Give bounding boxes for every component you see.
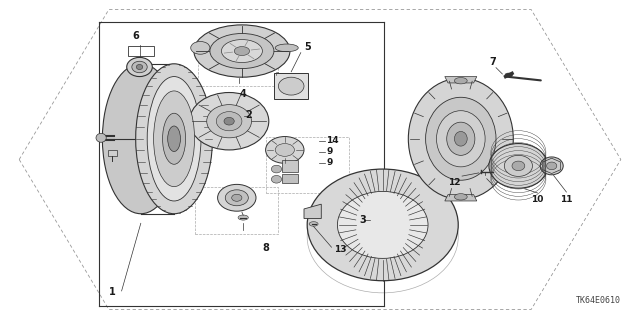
Text: TK64E0610: TK64E0610 xyxy=(576,296,621,305)
Ellipse shape xyxy=(271,175,282,183)
Ellipse shape xyxy=(189,93,269,150)
Ellipse shape xyxy=(225,190,248,206)
Bar xyxy=(195,187,278,234)
Ellipse shape xyxy=(191,41,210,54)
Ellipse shape xyxy=(147,77,201,201)
Text: 8: 8 xyxy=(262,243,269,253)
Polygon shape xyxy=(445,77,477,83)
Ellipse shape xyxy=(504,155,532,176)
Bar xyxy=(198,41,278,86)
Ellipse shape xyxy=(512,161,525,171)
Text: 13: 13 xyxy=(334,245,347,254)
Ellipse shape xyxy=(278,77,304,95)
Bar xyxy=(266,137,349,193)
Text: 6: 6 xyxy=(132,32,139,41)
Ellipse shape xyxy=(207,105,252,138)
Ellipse shape xyxy=(436,111,485,167)
Bar xyxy=(282,160,298,172)
Text: 9: 9 xyxy=(326,158,333,167)
Ellipse shape xyxy=(275,144,294,156)
Ellipse shape xyxy=(210,33,274,69)
Text: 10: 10 xyxy=(531,195,544,204)
Ellipse shape xyxy=(238,215,248,220)
Bar xyxy=(128,46,154,56)
Ellipse shape xyxy=(127,57,152,77)
Text: 5: 5 xyxy=(304,42,310,52)
Ellipse shape xyxy=(136,64,143,70)
Text: 3: 3 xyxy=(359,215,366,225)
Text: 7: 7 xyxy=(490,57,496,67)
Ellipse shape xyxy=(224,117,234,125)
Ellipse shape xyxy=(454,131,467,146)
Ellipse shape xyxy=(307,169,458,281)
Ellipse shape xyxy=(168,126,180,152)
Bar xyxy=(282,174,298,183)
Ellipse shape xyxy=(216,112,242,131)
Text: 2: 2 xyxy=(245,110,252,121)
Ellipse shape xyxy=(136,64,212,214)
Ellipse shape xyxy=(132,61,147,73)
Ellipse shape xyxy=(454,194,467,200)
Ellipse shape xyxy=(266,137,304,163)
Ellipse shape xyxy=(540,157,563,175)
Ellipse shape xyxy=(218,184,256,211)
Ellipse shape xyxy=(275,44,298,52)
Polygon shape xyxy=(445,195,477,201)
Polygon shape xyxy=(274,73,308,99)
Ellipse shape xyxy=(408,78,513,199)
Ellipse shape xyxy=(337,191,428,258)
Polygon shape xyxy=(108,150,117,156)
Text: 9: 9 xyxy=(326,147,333,156)
Text: 1: 1 xyxy=(109,287,115,297)
Text: 11: 11 xyxy=(560,195,573,204)
Ellipse shape xyxy=(221,40,262,63)
Ellipse shape xyxy=(234,47,250,56)
Ellipse shape xyxy=(102,64,179,214)
Ellipse shape xyxy=(454,78,467,84)
Text: 4: 4 xyxy=(240,89,246,99)
Ellipse shape xyxy=(163,113,186,164)
Ellipse shape xyxy=(426,97,496,180)
Ellipse shape xyxy=(489,144,548,188)
Text: 14: 14 xyxy=(326,137,339,145)
Text: 12: 12 xyxy=(448,178,461,187)
Ellipse shape xyxy=(547,162,557,170)
Ellipse shape xyxy=(96,133,106,142)
Ellipse shape xyxy=(447,122,475,155)
Polygon shape xyxy=(304,204,321,219)
Ellipse shape xyxy=(309,222,318,226)
Ellipse shape xyxy=(194,25,290,77)
Ellipse shape xyxy=(232,194,242,201)
Ellipse shape xyxy=(271,165,282,173)
Ellipse shape xyxy=(505,73,513,77)
Ellipse shape xyxy=(154,91,195,187)
